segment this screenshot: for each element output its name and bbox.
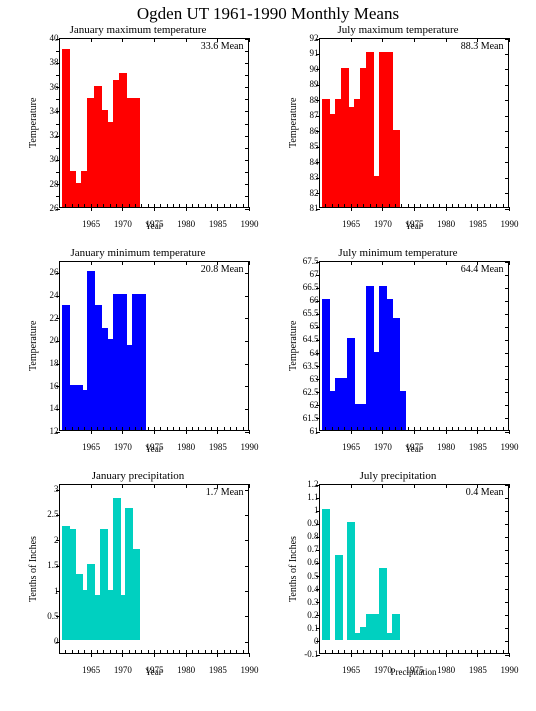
y-axis-label: Temperature <box>28 38 39 208</box>
plot-area: 196519701975198019851990Year64.4 Mean <box>319 261 509 431</box>
x-axis-label: Precipitation <box>391 667 437 677</box>
y-axis-label: Temperature <box>288 38 299 208</box>
bar <box>322 509 330 640</box>
plot-area: 196519701975198019851990Year20.8 Mean <box>59 261 249 431</box>
main-title: Ogden UT 1961-1990 Monthly Means <box>0 0 536 24</box>
bar <box>132 98 140 207</box>
y-axis-label: Tenths of Inches <box>28 484 39 654</box>
x-axis-label: Year <box>145 221 162 231</box>
chart-title: January precipitation <box>92 470 185 482</box>
y-axis-label: Temperature <box>288 261 299 431</box>
mean-label: 64.4 Mean <box>461 264 504 275</box>
plot-area: 196519701975198019851990Year1.7 Mean <box>59 484 249 654</box>
x-axis-label: Year <box>405 221 422 231</box>
plot-area: 196519701975198019851990Year33.6 Mean <box>59 38 249 208</box>
y-tick-labels: 818283848586878889909192 <box>301 38 319 208</box>
y-axis-label: Temperature <box>28 261 39 431</box>
bar <box>392 614 400 640</box>
bar <box>138 294 146 430</box>
bar <box>379 568 387 640</box>
panel-jul-min: July minimum temperatureTemperature6161.… <box>268 247 528 462</box>
mean-label: 0.4 Mean <box>466 487 504 498</box>
bar <box>398 391 406 430</box>
mean-label: 88.3 Mean <box>461 41 504 52</box>
y-axis-label: Tenths of Inches <box>288 484 299 654</box>
x-axis-label: Year <box>405 444 422 454</box>
y-tick-labels: 1214161820222426 <box>41 261 59 431</box>
panel-jul-max: July maximum temperature Temperature81828… <box>268 24 528 239</box>
x-axis-label: Year <box>145 667 162 677</box>
chart-title: January minimum temperature <box>70 247 205 259</box>
chart-title: January maximum temperature <box>70 24 207 36</box>
chart-title: July precipitation <box>360 470 437 482</box>
panel-jan-precip: January precipitation Tenths of Inches00.… <box>8 470 268 685</box>
mean-label: 20.8 Mean <box>201 264 244 275</box>
mean-label: 33.6 Mean <box>201 41 244 52</box>
panel-jan-max: January maximum temperatureTemperature26… <box>8 24 268 239</box>
bar <box>335 555 343 640</box>
chart-grid: January maximum temperatureTemperature26… <box>0 24 536 695</box>
bar <box>347 522 355 640</box>
plot-area: 196519701975198019851990Precipitation0.4… <box>319 484 509 654</box>
panel-jan-min: January minimum temperature Temperature12… <box>8 247 268 462</box>
plot-area: 196519701975198019851990Year88.3 Mean <box>319 38 509 208</box>
chart-title: July maximum temperature <box>338 24 459 36</box>
bar <box>132 549 140 640</box>
chart-title: July minimum temperature <box>338 247 457 259</box>
panel-jul-precip: July precipitationTenths of Inches-0.100… <box>268 470 528 685</box>
y-tick-labels: 00.511.522.53 <box>41 484 59 654</box>
mean-label: 1.7 Mean <box>206 487 244 498</box>
bar <box>392 130 400 207</box>
x-axis-label: Year <box>145 444 162 454</box>
